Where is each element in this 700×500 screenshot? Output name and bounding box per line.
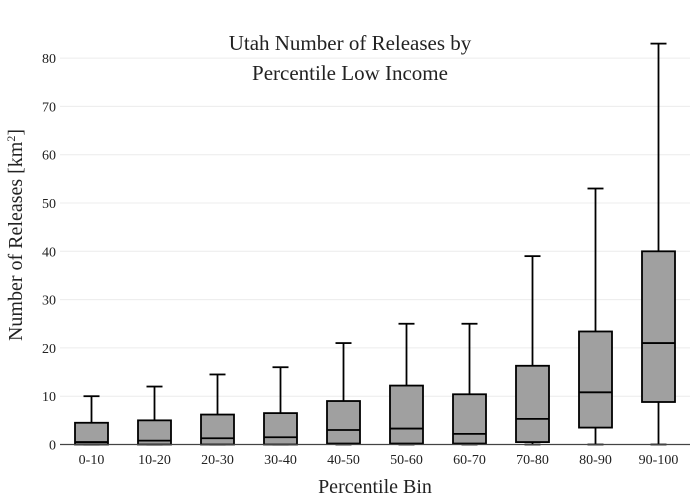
iqr-box-90-100 [641, 250, 676, 403]
y-tick-label-70: 70 [42, 100, 56, 115]
iqr-box-50-60 [389, 384, 424, 445]
x-axis-label: Percentile Bin [318, 476, 432, 498]
x-tick-label-0-10: 0-10 [79, 453, 105, 468]
y-tick-label-30: 30 [42, 294, 56, 309]
box-20-30 [200, 373, 235, 446]
iqr-box-70-80 [515, 364, 550, 443]
y-tick-label-60: 60 [42, 149, 56, 164]
chart-title-line-2: Percentile Low Income [252, 61, 448, 85]
y-tick-labels: 0 10 20 30 40 50 60 70 80 [42, 52, 56, 453]
box-50-60 [389, 322, 424, 446]
y-axis-label-main: Number of Releases [km [5, 141, 27, 341]
iqr-box-20-30 [200, 413, 235, 446]
x-tick-labels: 0-10 10-20 20-30 30-40 40-50 50-60 60-70 70-80 8… [79, 453, 679, 468]
y-tick-label-80: 80 [42, 52, 56, 67]
x-tick-label-50-60: 50-60 [390, 453, 423, 468]
y-tick-label-20: 20 [42, 342, 56, 357]
box-series [74, 42, 676, 446]
x-tick-label-80-90: 80-90 [579, 453, 612, 468]
box-70-80 [515, 255, 550, 446]
chart-title-line-1: Utah Number of Releases by [229, 31, 472, 55]
y-axis-label-close: ] [5, 129, 27, 136]
x-tick-label-60-70: 60-70 [453, 453, 486, 468]
y-axis-label-superscript: 2 [4, 136, 18, 142]
x-tick-label-10-20: 10-20 [138, 453, 171, 468]
box-40-50 [326, 342, 361, 446]
y-axis-label: Number of Releases [km2] [4, 129, 27, 341]
iqr-box-40-50 [326, 400, 361, 445]
box-90-100 [641, 42, 676, 446]
box-0-10 [74, 395, 109, 446]
x-tick-label-20-30: 20-30 [201, 453, 234, 468]
x-tick-label-90-100: 90-100 [639, 453, 679, 468]
y-tick-label-0: 0 [49, 439, 56, 454]
box-10-20 [137, 385, 172, 446]
x-tick-label-30-40: 30-40 [264, 453, 297, 468]
box-80-90 [578, 187, 613, 446]
gridlines [60, 57, 690, 397]
iqr-box-80-90 [578, 330, 613, 429]
iqr-box-60-70 [452, 393, 487, 445]
y-tick-label-50: 50 [42, 197, 56, 212]
y-tick-label-10: 10 [42, 390, 56, 405]
box-30-40 [263, 366, 298, 446]
y-tick-label-40: 40 [42, 245, 56, 260]
iqr-box-30-40 [263, 412, 298, 446]
box-60-70 [452, 322, 487, 446]
x-tick-label-40-50: 40-50 [327, 453, 360, 468]
x-tick-label-70-80: 70-80 [516, 453, 549, 468]
